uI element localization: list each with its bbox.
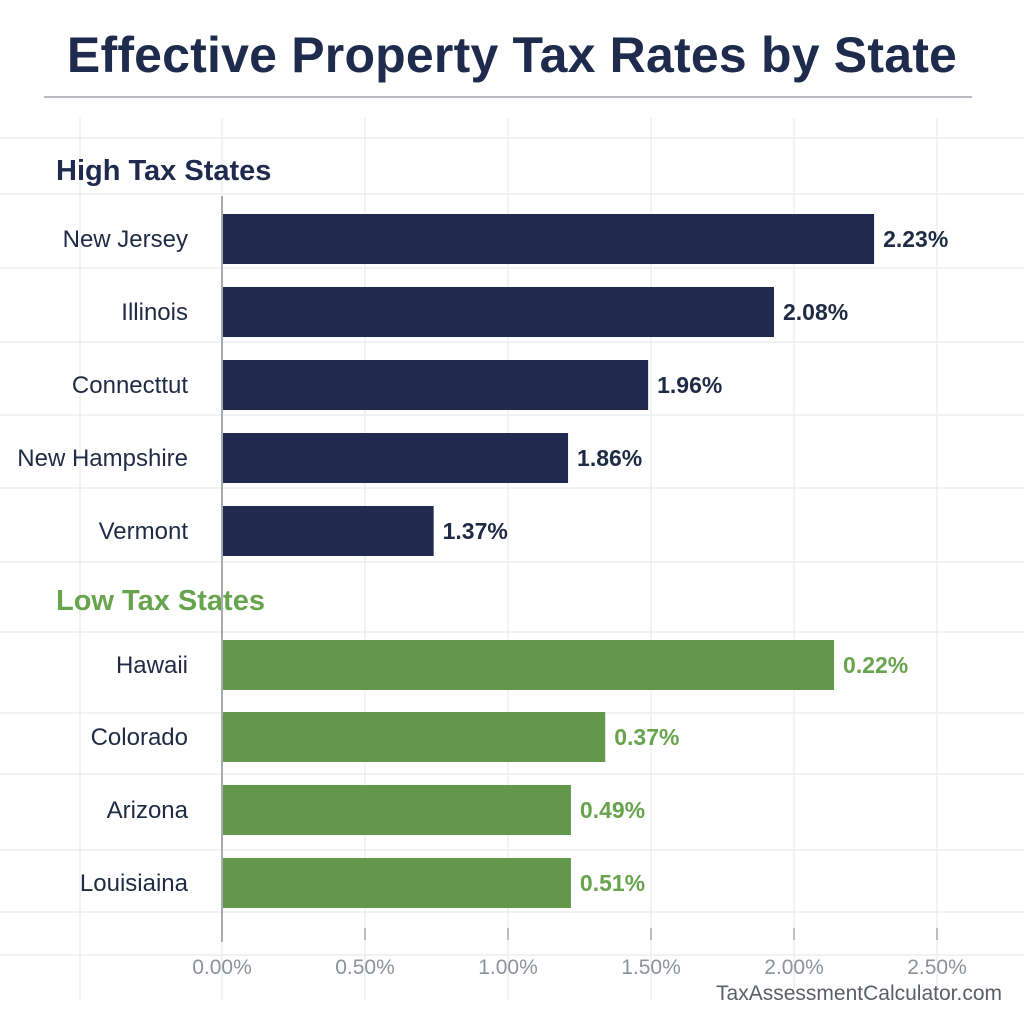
data-label: 1.96% [657, 372, 722, 398]
category-label: Louisiaina [80, 870, 189, 897]
data-label: 0.37% [614, 724, 679, 750]
bar [222, 433, 569, 483]
bar [222, 506, 434, 556]
category-label: Colorado [91, 724, 188, 751]
group-label: Low Tax States [56, 585, 265, 617]
bar [222, 640, 835, 690]
category-label: New Jersey [63, 226, 188, 253]
category-label: Arizona [107, 797, 189, 824]
source-credit: TaxAssessmentCalculator.com [716, 982, 1002, 1005]
category-label: Illinois [121, 299, 188, 326]
category-label: Vermont [99, 518, 189, 545]
bar [222, 712, 606, 762]
data-label: 0.22% [843, 652, 908, 678]
data-label: 0.51% [580, 870, 645, 896]
x-tick-label: 2.50% [907, 956, 967, 979]
data-label: 2.23% [883, 226, 948, 252]
bar [222, 214, 875, 264]
x-tick-label: 1.50% [621, 956, 681, 979]
x-tick-label: 1.00% [478, 956, 538, 979]
category-label: Hawaii [116, 652, 188, 679]
data-label: 1.86% [577, 445, 642, 471]
x-tick-label: 2.00% [764, 956, 824, 979]
category-label: New Hampshire [17, 445, 188, 472]
bar [222, 360, 649, 410]
title-divider [44, 96, 972, 98]
data-label: 1.37% [443, 518, 508, 544]
bar [222, 287, 774, 337]
x-tick-label: 0.50% [335, 956, 395, 979]
data-label: 2.08% [783, 299, 848, 325]
x-tick-label: 0.00% [192, 956, 252, 979]
chart-title: Effective Property Tax Rates by State [66, 27, 958, 83]
category-label: Connecttut [72, 372, 188, 399]
bar [222, 785, 571, 835]
group-label: High Tax States [56, 155, 271, 187]
data-label: 0.49% [580, 797, 645, 823]
bar [222, 858, 571, 908]
